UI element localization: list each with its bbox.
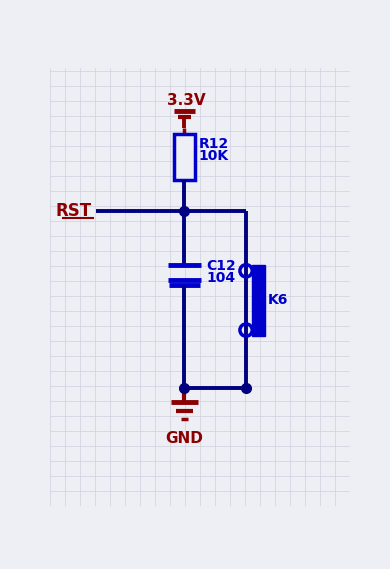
Text: GND: GND <box>165 431 204 446</box>
Text: RST: RST <box>56 202 92 220</box>
Bar <box>174 134 195 180</box>
Text: K6: K6 <box>268 293 288 307</box>
Text: 104: 104 <box>206 271 235 286</box>
Text: 10K: 10K <box>199 149 229 163</box>
Bar <box>252 265 264 336</box>
Text: R12: R12 <box>199 137 229 151</box>
Text: 3.3V: 3.3V <box>167 93 205 108</box>
Text: C12: C12 <box>206 259 236 273</box>
